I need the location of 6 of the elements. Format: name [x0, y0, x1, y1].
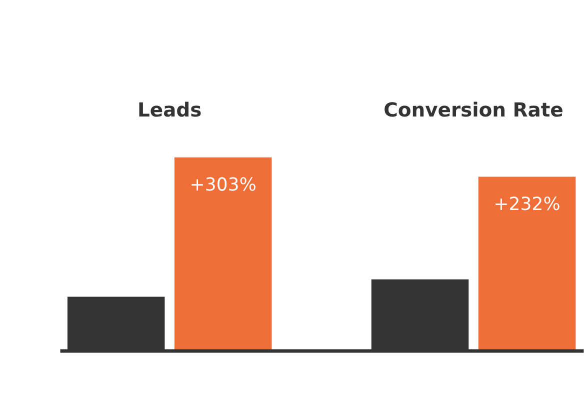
bar — [478, 176, 576, 351]
x-tick-label: Conversion Rate — [384, 102, 562, 117]
bar — [174, 157, 272, 351]
x-tick-label: Leads — [139, 102, 201, 117]
annotation: +303% — [192, 177, 256, 191]
annotation: +232% — [496, 196, 560, 210]
